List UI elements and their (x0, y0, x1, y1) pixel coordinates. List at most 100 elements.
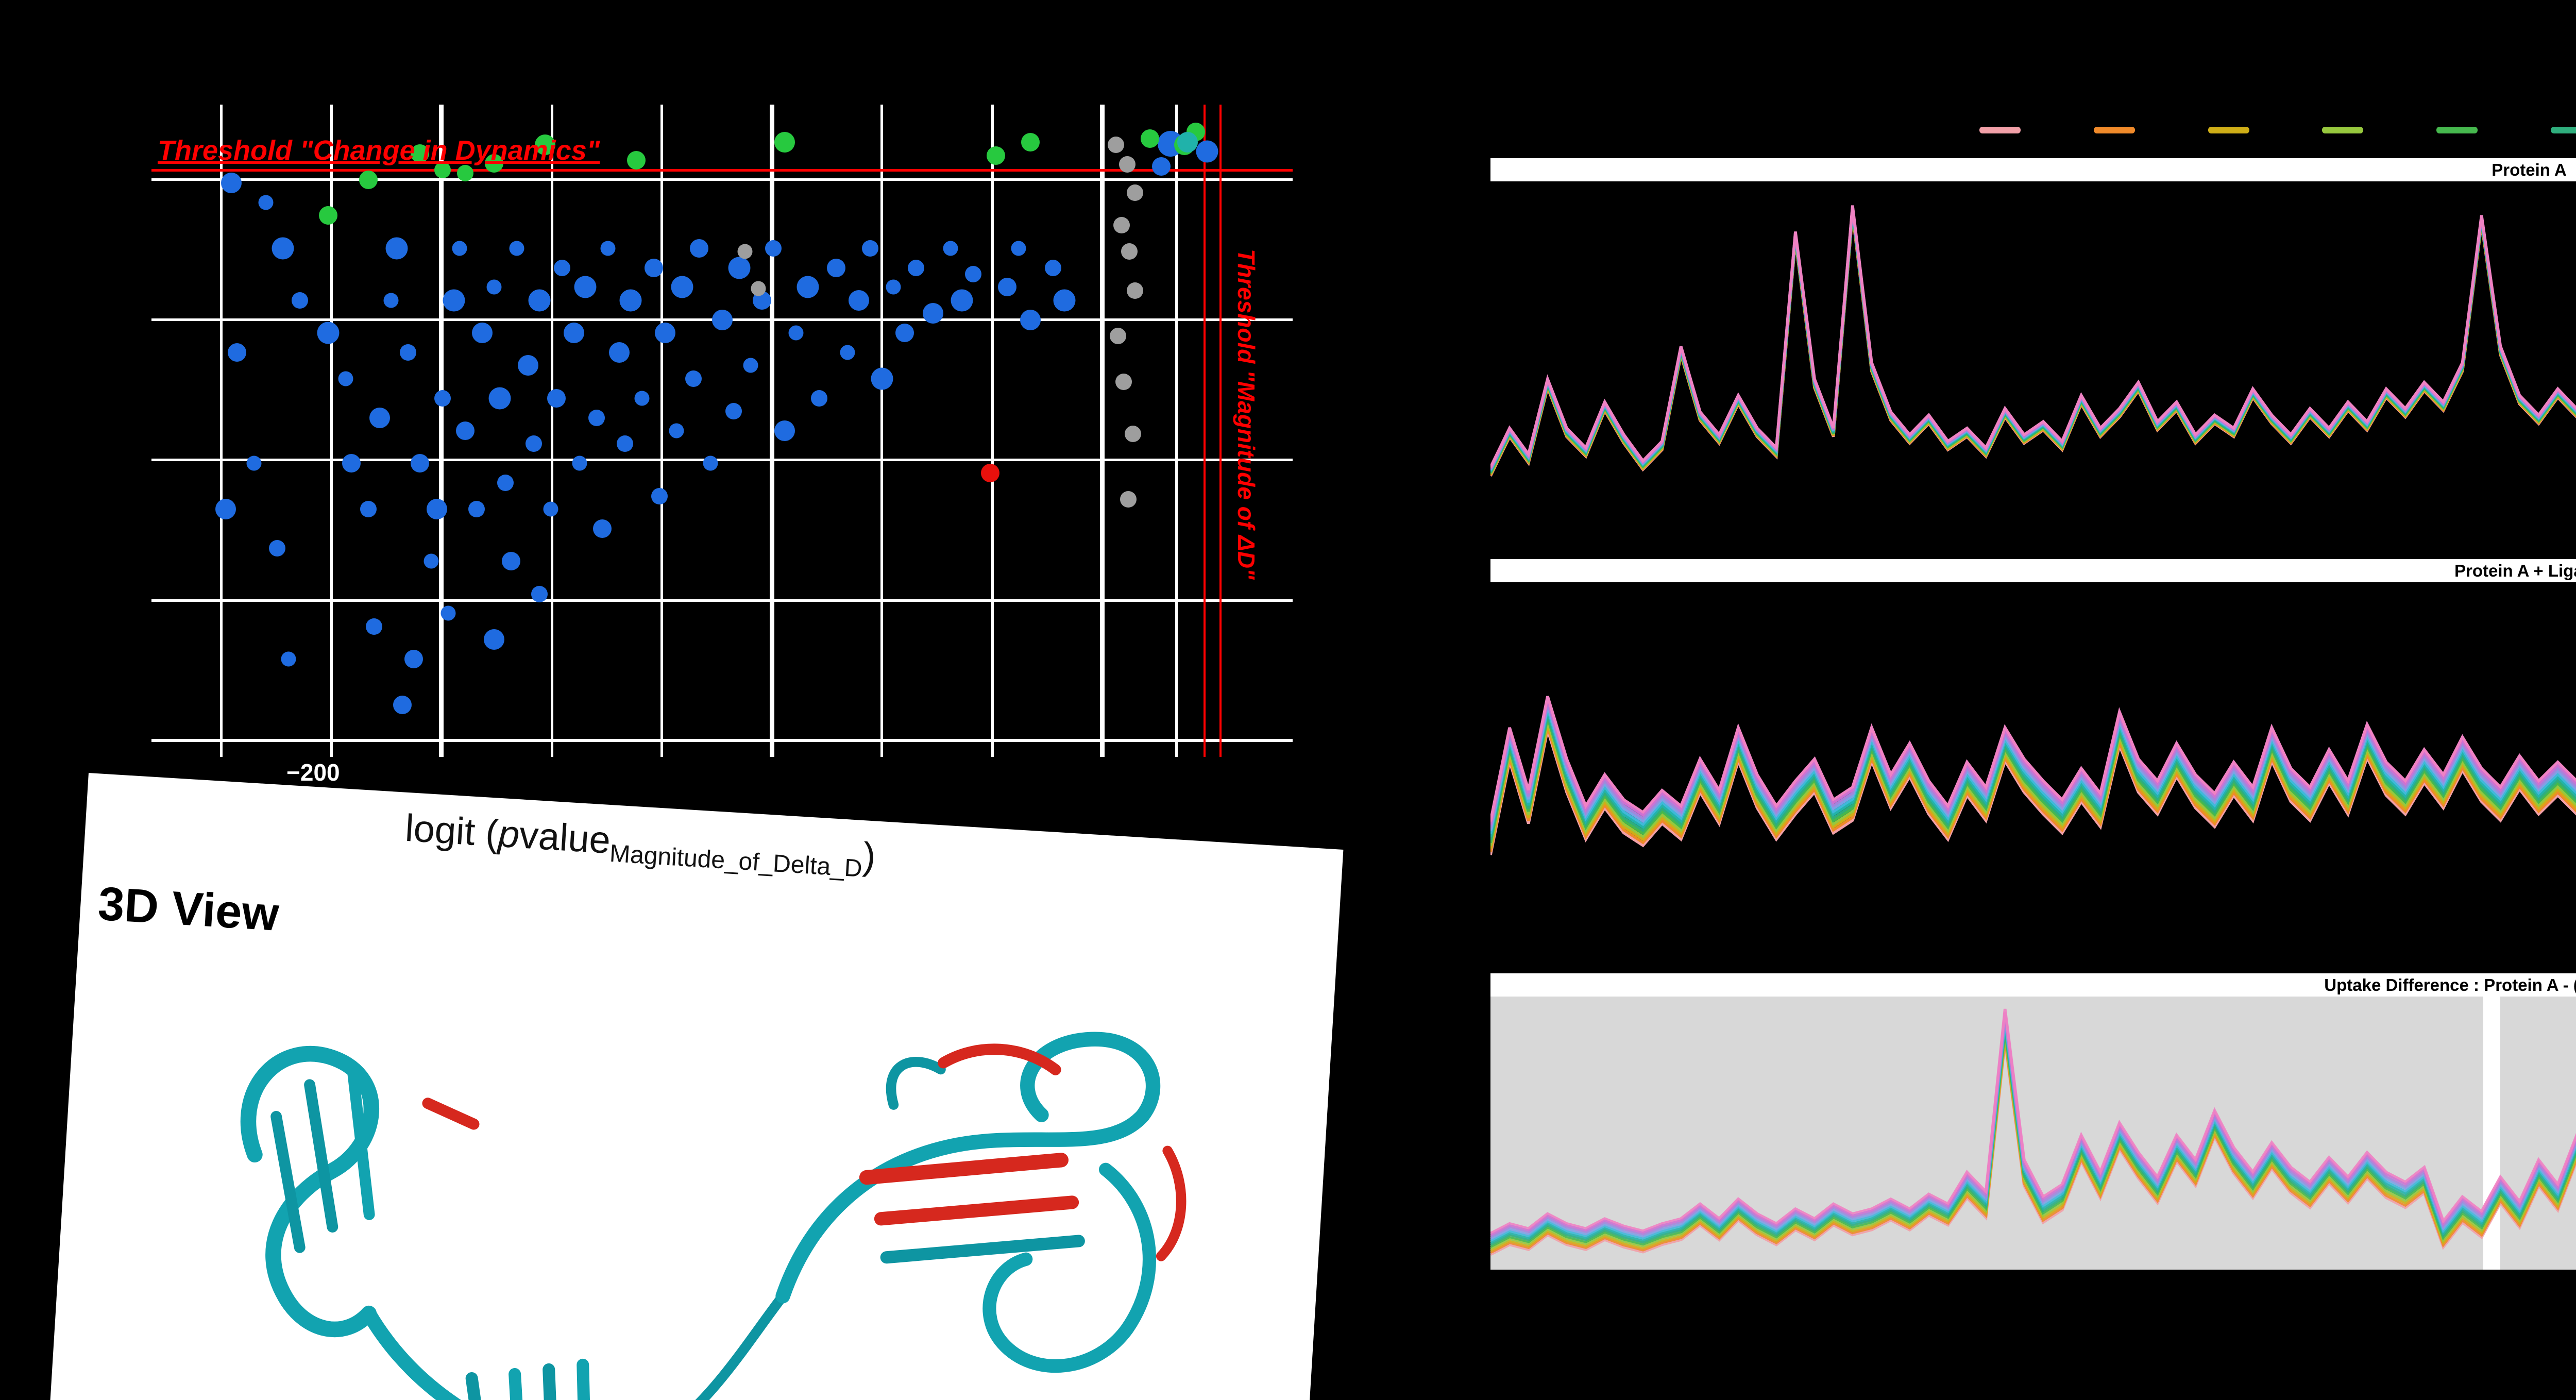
scatter-point-blue[interactable] (654, 323, 675, 344)
scatter-point-blue[interactable] (423, 553, 439, 569)
scatter-point-blue[interactable] (517, 355, 538, 376)
scatter-point-green[interactable] (457, 164, 474, 181)
scatter-point-blue[interactable] (317, 322, 340, 344)
scatter-point-blue[interactable] (592, 519, 612, 538)
scatter-point-blue[interactable] (509, 241, 524, 256)
scatter-point-blue[interactable] (908, 259, 925, 276)
scatter-point-blue[interactable] (543, 501, 558, 517)
scatter-point-blue[interactable] (651, 487, 668, 504)
scatter-point-gray[interactable] (1110, 328, 1127, 345)
scatter-point-green[interactable] (434, 161, 451, 178)
scatter-point-blue[interactable] (840, 345, 855, 360)
legend-item[interactable] (1979, 127, 2021, 133)
scatter-point-blue[interactable] (671, 276, 693, 298)
scatter-point-blue[interactable] (634, 391, 650, 406)
scatter-point-blue[interactable] (1020, 309, 1041, 330)
scatter-point-blue[interactable] (685, 370, 702, 387)
scatter-point-green[interactable] (774, 132, 795, 153)
scatter-point-blue[interactable] (871, 367, 893, 390)
uptake-chart-protein-a-ligand[interactable] (1490, 582, 2576, 931)
scatter-point-blue[interactable] (774, 420, 795, 441)
scatter-point-blue[interactable] (501, 552, 520, 571)
scatter-point-blue[interactable] (483, 629, 504, 650)
scatter-point-blue[interactable] (563, 323, 584, 344)
scatter-point-blue[interactable] (588, 409, 605, 426)
scatter-point-blue[interactable] (526, 435, 543, 452)
scatter-point-blue[interactable] (765, 240, 782, 257)
scatter-point-blue[interactable] (342, 454, 361, 473)
scatter-point-green[interactable] (319, 206, 338, 225)
scatter-point-green[interactable] (627, 150, 646, 170)
scatter-point-blue[interactable] (943, 241, 958, 256)
scatter-point-green[interactable] (410, 144, 429, 163)
scatter-point-blue[interactable] (528, 289, 551, 312)
scatter-point-blue[interactable] (531, 585, 548, 602)
scatter-point-gray[interactable] (1107, 137, 1124, 154)
uptake-difference-chart[interactable] (1490, 997, 2576, 1270)
scatter-point-blue[interactable] (895, 324, 914, 343)
scatter-point-gray[interactable] (751, 281, 766, 296)
scatter-point-blue[interactable] (743, 358, 758, 373)
scatter-point-blue[interactable] (338, 371, 353, 386)
scatter-point-blue[interactable] (572, 456, 587, 471)
scatter-point-blue[interactable] (923, 303, 944, 324)
scatter-point-teal[interactable] (1177, 132, 1198, 153)
scatter-point-blue[interactable] (385, 237, 408, 260)
scatter-point-blue[interactable] (964, 266, 981, 283)
scatter-point-blue[interactable] (434, 390, 451, 407)
scatter-point-blue[interactable] (690, 239, 709, 258)
scatter-point-blue[interactable] (440, 605, 456, 621)
scatter-point-blue[interactable] (360, 500, 377, 517)
scatter-point-red[interactable] (981, 464, 1000, 483)
scatter-point-green[interactable] (359, 170, 378, 189)
scatter-point-blue[interactable] (486, 279, 501, 295)
scatter-point-gray[interactable] (1120, 491, 1137, 508)
uptake-chart-protein-a[interactable] (1490, 181, 2576, 545)
scatter-point-blue[interactable] (951, 289, 973, 312)
legend-item[interactable] (2322, 127, 2364, 133)
scatter-point-blue[interactable] (488, 387, 511, 410)
scatter-point-blue[interactable] (272, 237, 294, 260)
scatter-point-blue[interactable] (600, 241, 616, 256)
legend-item[interactable] (2436, 127, 2478, 133)
scatter-point-blue[interactable] (788, 325, 804, 341)
scatter-point-gray[interactable] (1127, 184, 1144, 201)
scatter-point-gray[interactable] (1121, 243, 1138, 260)
scatter-point-blue[interactable] (268, 539, 285, 556)
scatter-point-blue[interactable] (369, 407, 390, 428)
scatter-point-blue[interactable] (426, 498, 447, 519)
scatter-point-gray[interactable] (1118, 156, 1136, 173)
legend-item[interactable] (2208, 127, 2249, 133)
legend-item[interactable] (2093, 127, 2135, 133)
volcano-plot-area[interactable]: Threshold "Change in Dynamics" Threshold… (151, 105, 1293, 757)
scatter-point-green[interactable] (535, 134, 556, 156)
scatter-point-blue[interactable] (393, 695, 412, 714)
scatter-point-blue[interactable] (221, 172, 242, 193)
scatter-point-gray[interactable] (1124, 426, 1141, 443)
scatter-point-blue[interactable] (1044, 259, 1061, 276)
scatter-point-blue[interactable] (998, 278, 1017, 297)
scatter-point-blue[interactable] (862, 240, 879, 257)
scatter-point-blue[interactable] (228, 343, 247, 362)
scatter-point-blue[interactable] (468, 500, 485, 517)
scatter-point-blue[interactable] (383, 293, 399, 308)
scatter-point-gray[interactable] (737, 244, 753, 259)
scatter-point-blue[interactable] (410, 454, 429, 473)
scatter-point-blue[interactable] (452, 241, 467, 256)
scatter-point-blue[interactable] (609, 342, 630, 363)
scatter-point-blue[interactable] (886, 279, 901, 295)
scatter-point-blue[interactable] (849, 290, 870, 311)
scatter-point-blue[interactable] (810, 390, 827, 407)
legend-item[interactable] (2551, 127, 2576, 133)
scatter-point-blue[interactable] (246, 456, 262, 471)
scatter-point-blue[interactable] (258, 195, 273, 210)
scatter-point-blue[interactable] (547, 389, 566, 408)
scatter-point-blue[interactable] (365, 618, 382, 635)
scatter-point-blue[interactable] (400, 344, 417, 361)
scatter-point-blue[interactable] (725, 403, 742, 420)
scatter-point-green[interactable] (1141, 129, 1160, 148)
scatter-point-blue[interactable] (404, 650, 423, 669)
scatter-point-blue[interactable] (728, 257, 751, 279)
scatter-point-blue[interactable] (1011, 241, 1026, 256)
scatter-point-blue[interactable] (1196, 140, 1218, 163)
